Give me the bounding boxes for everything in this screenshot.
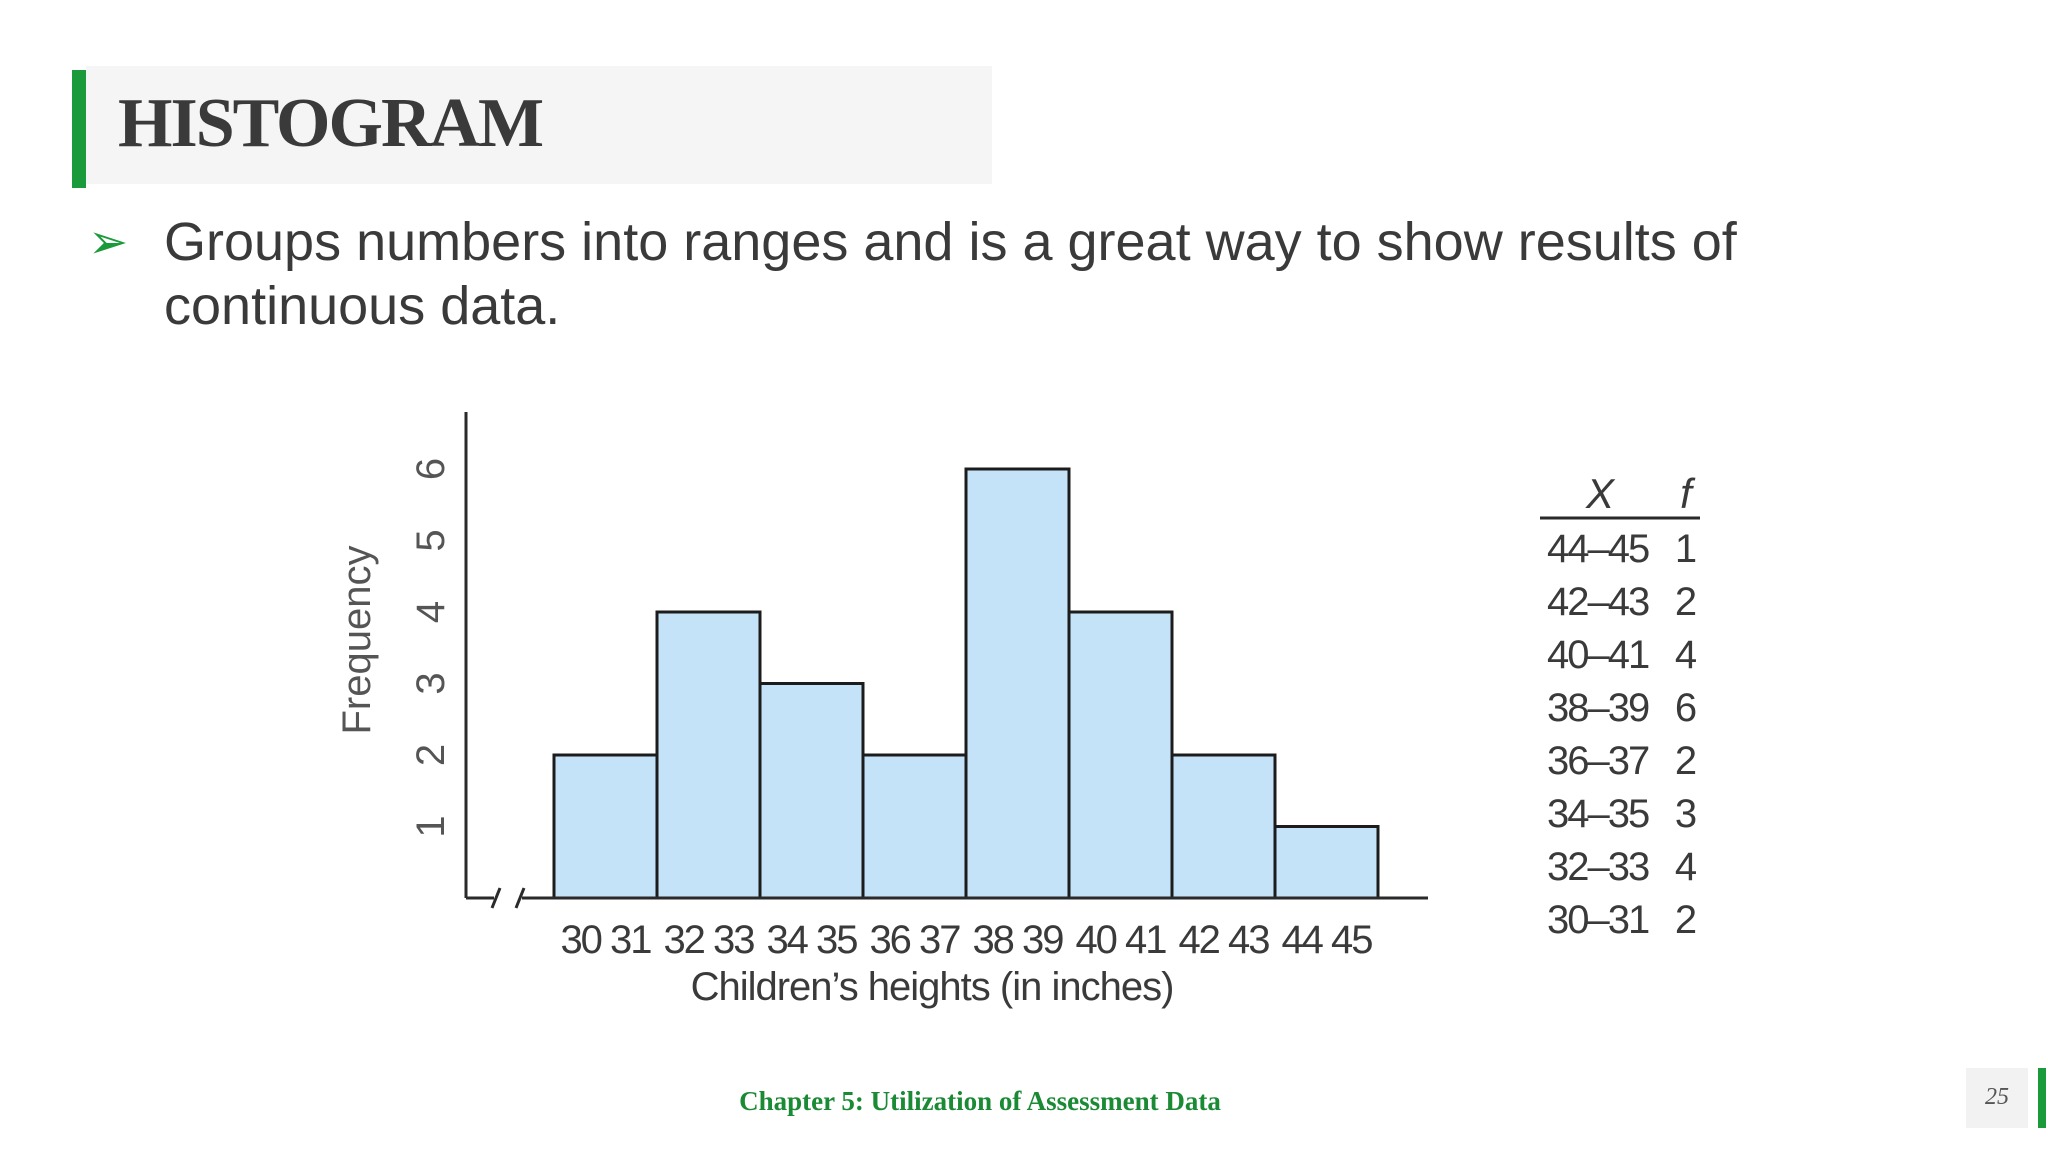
bullet-text: Groups numbers into ranges and is a grea… [164,212,1737,336]
title-accent-bar [72,70,86,188]
table-row-frequency: 4 [1675,845,1697,889]
table-row-range: 42–43 [1547,580,1649,624]
arrow-right-icon: ➢ [88,214,129,270]
page-number: 25 [1985,1084,2009,1110]
table-row-frequency: 6 [1675,686,1697,730]
y-tick-label: 6 [409,458,453,480]
x-tick-label: 30 31 [560,918,651,962]
histogram-bar [861,753,968,900]
histogram-bar [1170,753,1277,900]
y-tick-label: 1 [409,815,453,837]
histogram-bar [758,682,865,900]
x-tick-label: 42 43 [1178,918,1269,962]
x-axis-label: Children’s heights (in inches) [691,965,1174,1009]
x-tick-label: 36 37 [869,918,960,962]
axis-break-mark [514,887,526,909]
table-row-range: 36–37 [1547,739,1649,783]
table-row-frequency: 3 [1675,792,1697,836]
table-row-frequency: 4 [1675,633,1697,677]
table-row-range: 40–41 [1547,633,1649,677]
table-row-range: 34–35 [1547,792,1649,836]
table-row-frequency: 2 [1675,898,1697,942]
table-row-range: 38–39 [1547,686,1649,730]
y-axis-label: Frequency [335,546,379,735]
footer-chapter: Chapter 5: Utilization of Assessment Dat… [739,1086,1221,1116]
histogram-bar [964,467,1071,900]
table-header-x: X [1585,470,1616,517]
x-tick-label: 32 33 [663,918,754,962]
table-row-range: 30–31 [1547,898,1649,942]
y-tick-label: 4 [409,601,453,623]
x-tick-label: 40 41 [1075,918,1166,962]
x-tick-label: 34 35 [766,918,857,962]
title-background [86,66,992,184]
table-row-frequency: 2 [1675,580,1697,624]
page-accent-bar [2038,1068,2046,1128]
histogram-bar [1273,825,1380,900]
table-row-range: 44–45 [1547,527,1649,571]
y-tick-label: 3 [409,672,453,694]
table-header-f: f [1680,470,1696,517]
table-row-frequency: 1 [1675,527,1697,571]
histogram-bar [1067,610,1174,900]
slide-title: HISTOGRAM [118,85,544,162]
y-tick-label: 2 [409,744,453,766]
table-row-range: 32–33 [1547,845,1649,889]
axis-break-mark [490,887,502,909]
y-tick-label: 5 [409,529,453,551]
histogram-bar [552,753,659,900]
x-tick-label: 44 45 [1281,918,1372,962]
page-number-box [1966,1068,2028,1128]
x-tick-label: 38 39 [972,918,1063,962]
histogram-bar [655,610,762,900]
table-row-frequency: 2 [1675,739,1697,783]
